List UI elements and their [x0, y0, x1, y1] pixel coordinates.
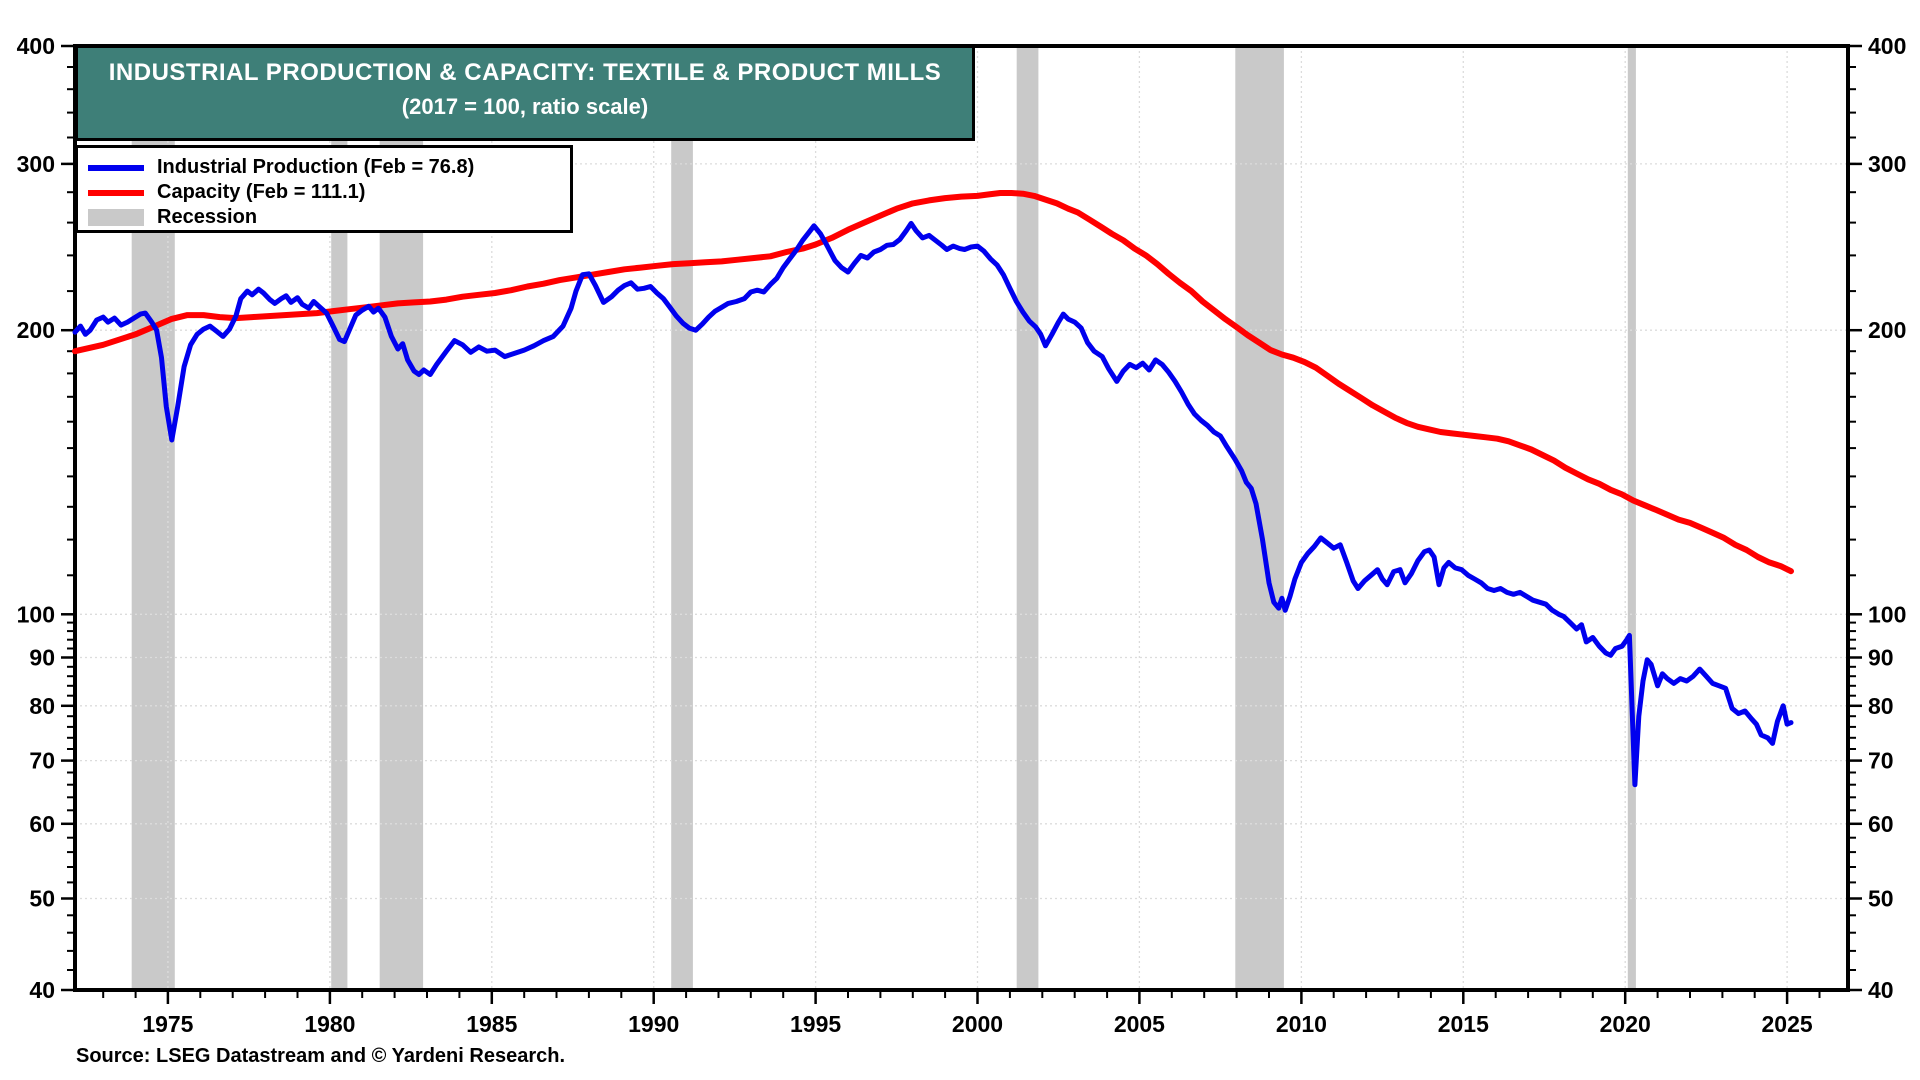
y-axis-tick-label-right: 200	[1868, 317, 1906, 343]
industrial-production-swatch	[88, 164, 144, 171]
y-axis-tick-label-right: 70	[1868, 748, 1894, 774]
x-axis-tick-label: 1985	[466, 1011, 517, 1037]
capacity-swatch	[88, 189, 144, 196]
chart-title-box: INDUSTRIAL PRODUCTION & CAPACITY: TEXTIL…	[75, 45, 975, 141]
y-axis-tick-label-left: 300	[17, 151, 55, 177]
chart-title: INDUSTRIAL PRODUCTION & CAPACITY: TEXTIL…	[108, 59, 942, 86]
x-axis-tick-label: 2005	[1114, 1011, 1165, 1037]
y-axis-tick-label-right: 60	[1868, 811, 1894, 837]
y-axis-tick-label-right: 300	[1868, 151, 1906, 177]
capacity-line	[72, 190, 1794, 575]
source-text: Source: LSEG Datastream and © Yardeni Re…	[76, 1045, 566, 1067]
x-axis-tick-label: 2010	[1276, 1011, 1327, 1037]
legend-label: Industrial Production (Feb = 76.8)	[157, 156, 475, 178]
y-axis-tick-label-right: 100	[1868, 601, 1906, 627]
industrial-production-line	[72, 220, 1794, 788]
legend-label: Capacity (Feb = 111.1)	[157, 181, 366, 203]
y-axis-tick-label-right: 80	[1868, 693, 1894, 719]
legend-label: Recession	[157, 206, 258, 228]
y-axis-tick-label-right: 40	[1868, 977, 1894, 1003]
y-axis-tick-label-left: 80	[29, 693, 55, 719]
x-axis-tick-label: 1990	[628, 1011, 679, 1037]
x-axis-tick-label: 2000	[952, 1011, 1003, 1037]
x-axis-tick-label: 1980	[304, 1011, 355, 1037]
x-axis-tick-label: 2025	[1762, 1011, 1813, 1037]
legend-item-recession: Recession	[88, 205, 570, 230]
y-axis-tick-label-right: 90	[1868, 645, 1894, 671]
legend: Industrial Production (Feb = 76.8) Capac…	[75, 145, 573, 233]
y-axis-tick-label-left: 90	[29, 645, 55, 671]
x-axis-tick-label: 2015	[1438, 1011, 1489, 1037]
y-axis-tick-label-left: 100	[17, 601, 55, 627]
recession-band	[331, 46, 348, 990]
y-axis-tick-label-left: 400	[17, 33, 55, 59]
recession-band	[1627, 46, 1636, 990]
y-axis-tick-label-left: 200	[17, 317, 55, 343]
y-axis-tick-label-right: 400	[1868, 33, 1906, 59]
recession-band	[1016, 46, 1039, 990]
y-axis-tick-label-right: 50	[1868, 886, 1894, 912]
legend-item-industrial-production: Industrial Production (Feb = 76.8)	[88, 155, 570, 180]
recession-swatch	[88, 209, 144, 226]
x-axis-tick-label: 1975	[142, 1011, 193, 1037]
x-axis-tick-label: 2020	[1600, 1011, 1651, 1037]
legend-item-capacity: Capacity (Feb = 111.1)	[88, 180, 570, 205]
y-axis-tick-label-left: 60	[29, 811, 55, 837]
y-axis-tick-label-left: 40	[29, 977, 55, 1003]
y-axis-tick-label-left: 70	[29, 748, 55, 774]
y-axis-tick-label-left: 50	[29, 886, 55, 912]
x-axis-tick-label: 1995	[790, 1011, 841, 1037]
chart-subtitle: (2017 = 100, ratio scale)	[401, 94, 649, 119]
recession-band	[671, 46, 693, 990]
